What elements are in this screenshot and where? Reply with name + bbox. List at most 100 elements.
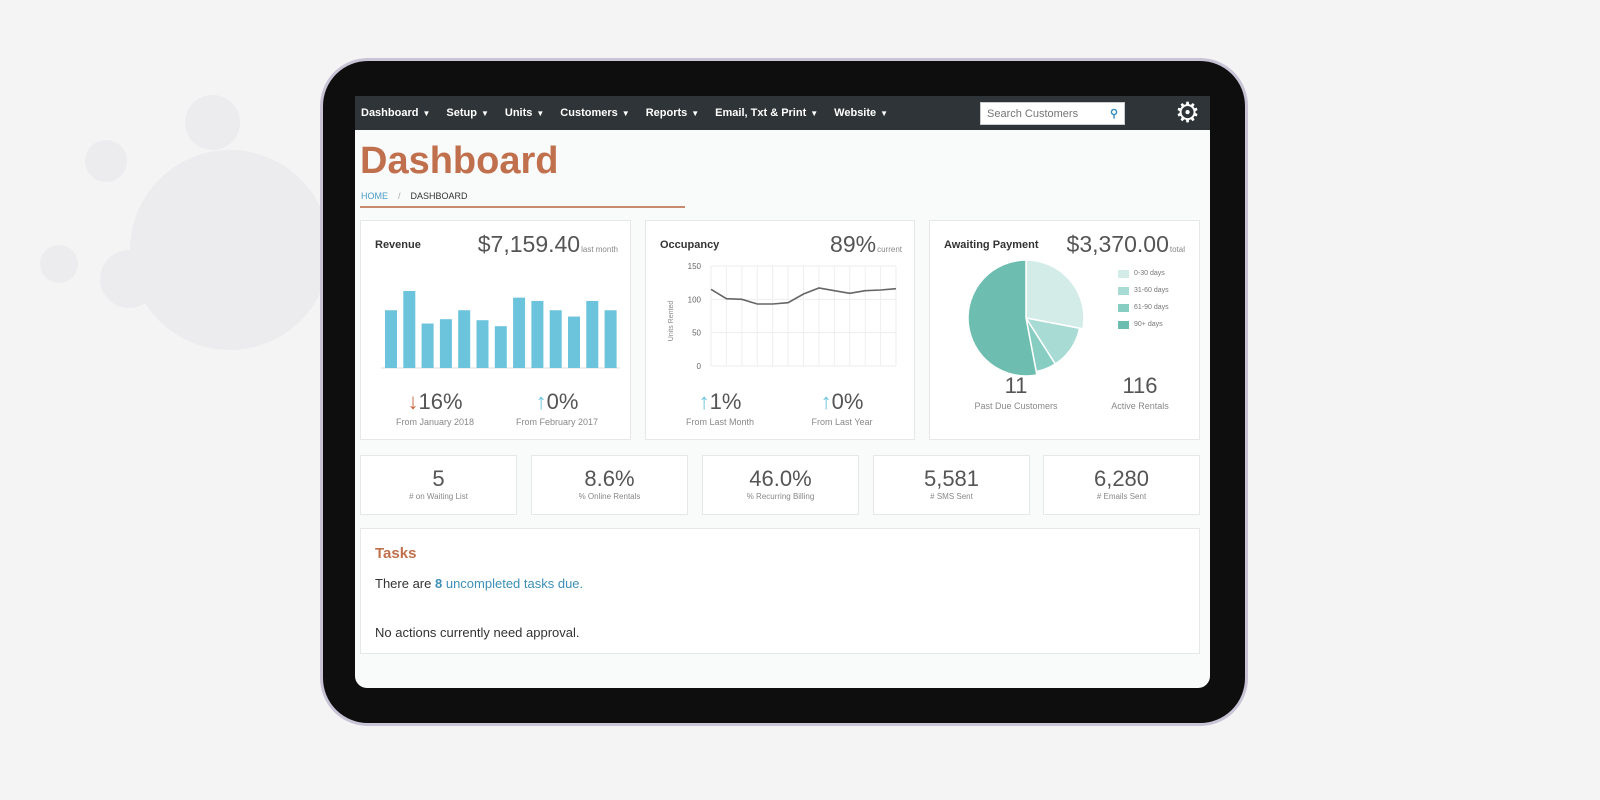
card-title: Awaiting Payment: [944, 239, 1039, 251]
awaiting-pie-chart: [967, 259, 1085, 377]
metric-online-rentals: 8.6%% Online Rentals: [531, 455, 688, 515]
revenue-bar: [531, 300, 544, 368]
revenue-bar: [476, 320, 489, 368]
caret-down-icon: ▼: [536, 108, 545, 118]
stat-value: 116: [1122, 373, 1158, 398]
arrow-up-icon: ↑: [535, 389, 547, 414]
stat-label: From February 2017: [515, 417, 599, 427]
legend-label: 31-60 days: [1134, 287, 1169, 294]
metric-label: % Recurring Billing: [746, 492, 815, 501]
stat-value: 1%: [709, 389, 742, 414]
occupancy-card: Occupancy 89%current Units Rented 0 50 100…: [645, 220, 915, 440]
stat-from-last-month: ↑1% From Last Month: [660, 389, 780, 427]
tasks-prefix: There are: [375, 576, 435, 591]
search-box: ⚲: [980, 102, 1125, 125]
metric-recurring-billing: 46.0%% Recurring Billing: [702, 455, 859, 515]
breadcrumb-home[interactable]: HOME: [361, 191, 388, 201]
awaiting-payment-card: Awaiting Payment $3,370.00total 0-30 day…: [929, 220, 1200, 440]
page-title: Dashboard: [360, 140, 559, 182]
card-title: Occupancy: [660, 239, 720, 251]
legend-item: 61-90 days: [1118, 299, 1169, 316]
revenue-bar: [458, 310, 471, 368]
metric-label: # SMS Sent: [930, 492, 973, 501]
stat-label: Active Rentals: [1111, 401, 1169, 411]
legend-swatch: [1118, 320, 1129, 329]
tasks-panel: Tasks There are 8 uncompleted tasks due.…: [360, 528, 1200, 654]
revenue-bar: [549, 310, 562, 368]
metric-value: 6,280: [1093, 466, 1150, 491]
decoration: [85, 140, 127, 182]
uncompleted-tasks-link[interactable]: uncompleted tasks due.: [445, 576, 584, 591]
stat-value: 0%: [546, 389, 579, 414]
pie-slice: [967, 259, 1038, 377]
nav-email-txt-print[interactable]: Email, Txt & Print ▼: [715, 107, 818, 119]
metric-label: % Online Rentals: [578, 492, 641, 501]
value-note: last month: [581, 245, 618, 254]
metric-label: # on Waiting List: [409, 492, 468, 501]
title-underline: [360, 206, 685, 208]
value: $7,159.40: [477, 231, 581, 257]
legend-swatch: [1118, 286, 1129, 295]
revenue-bar: [513, 297, 526, 368]
decoration: [100, 250, 158, 308]
arrow-down-icon: ↓: [407, 389, 419, 414]
nav-label: Email, Txt & Print: [715, 107, 807, 119]
nav-label: Setup: [446, 107, 477, 119]
nav-label: Reports: [645, 107, 688, 119]
metric-value: 8.6%: [584, 466, 635, 491]
nav-customers[interactable]: Customers ▼: [560, 107, 629, 119]
legend-item: 0-30 days: [1118, 265, 1169, 282]
nav-website[interactable]: Website ▼: [834, 107, 888, 119]
legend-label: 61-90 days: [1134, 304, 1169, 311]
y-tick-label: 100: [688, 295, 702, 304]
nav-units[interactable]: Units ▼: [505, 107, 544, 119]
nav-label: Website: [834, 107, 877, 119]
nav-setup[interactable]: Setup ▼: [446, 107, 488, 119]
stat-label: From Last Month: [685, 417, 755, 427]
search-icon[interactable]: ⚲: [1109, 108, 1118, 120]
caret-down-icon: ▼: [810, 108, 819, 118]
y-tick-label: 0: [697, 362, 702, 371]
stat-label: Past Due Customers: [974, 401, 1058, 411]
revenue-value: $7,159.40last month: [478, 231, 618, 258]
breadcrumb: HOME / DASHBOARD: [361, 191, 468, 201]
stat-value: 11: [1004, 373, 1028, 398]
value: 89%: [830, 231, 877, 257]
caret-down-icon: ▼: [422, 108, 431, 118]
caret-down-icon: ▼: [880, 108, 889, 118]
metric-waiting-list: 5 # on Waiting List: [360, 455, 517, 515]
caret-down-icon: ▼: [691, 108, 700, 118]
stat-active-rentals: 116 Active Rentals: [1080, 373, 1200, 411]
nav-label: Units: [504, 107, 533, 119]
metric-emails-sent: 6,280 # Emails Sent: [1043, 455, 1200, 515]
card-title: Revenue: [375, 239, 421, 251]
nav-dashboard[interactable]: Dashboard ▼: [361, 107, 430, 119]
stat-past-due: 11 Past Due Customers: [956, 373, 1076, 411]
stat-label: From Last Year: [811, 417, 873, 427]
revenue-bar: [494, 326, 507, 368]
nav-reports[interactable]: Reports ▼: [646, 107, 699, 119]
revenue-bar: [439, 319, 452, 368]
y-tick-label: 50: [692, 329, 701, 338]
revenue-card: Revenue $7,159.40last month ↓16% From Jan…: [360, 220, 631, 440]
revenue-bar: [568, 316, 580, 368]
stat-value: 16%: [418, 389, 463, 414]
y-axis-label: Units Rented: [668, 301, 675, 342]
stat-value: 0%: [831, 389, 864, 414]
metric-value: 5: [432, 466, 445, 491]
revenue-bar: [385, 310, 397, 368]
gear-icon[interactable]: ⚙: [1175, 97, 1201, 128]
legend-item: 90+ days: [1118, 316, 1169, 333]
stat-from-last-year: ↑0% From Last Year: [782, 389, 902, 427]
search-input[interactable]: [987, 107, 1102, 120]
revenue-bar-chart: [381, 291, 620, 369]
y-tick-label: 150: [688, 262, 702, 271]
breadcrumb-separator: /: [398, 191, 401, 201]
breadcrumb-current: DASHBOARD: [410, 191, 468, 201]
revenue-bar: [421, 323, 434, 368]
metric-sms-sent: 5,581 # SMS Sent: [873, 455, 1030, 515]
occupancy-value: 89%current: [830, 231, 902, 258]
nav-label: Dashboard: [361, 107, 419, 119]
arrow-up-icon: ↑: [698, 389, 710, 414]
value-note: total: [1169, 245, 1185, 254]
